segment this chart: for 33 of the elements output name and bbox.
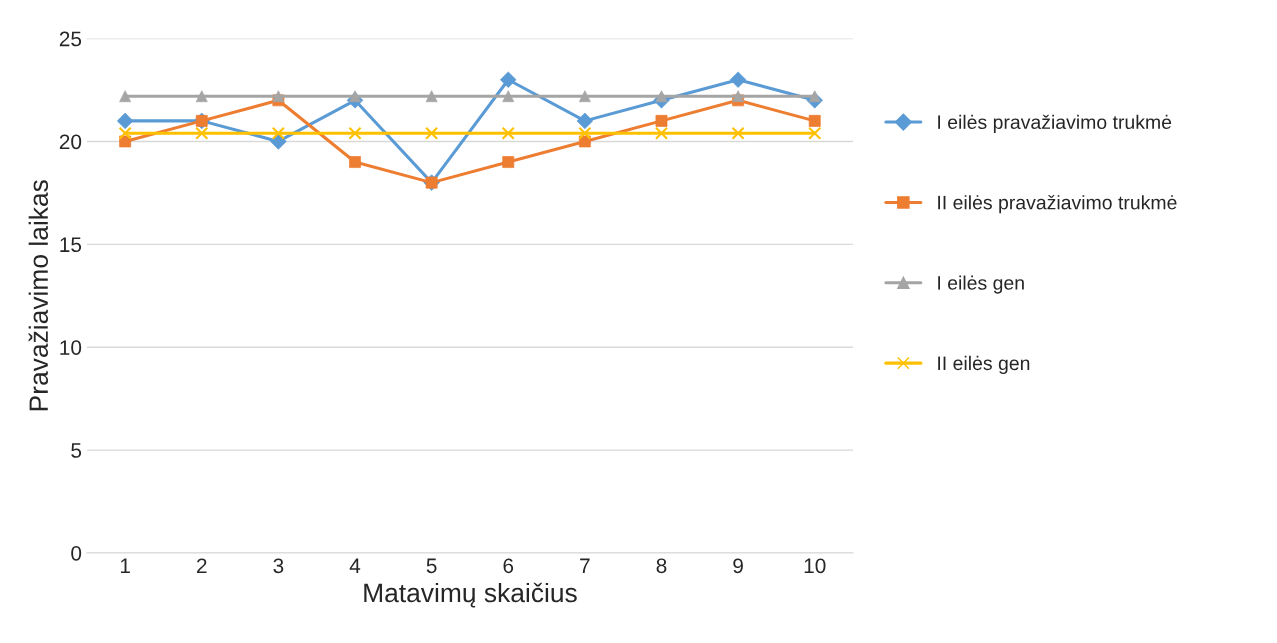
point <box>271 126 285 140</box>
legend-label: I eilės pravažiavimo trukmė <box>938 114 1172 133</box>
y-tick-label: 5 <box>71 443 82 458</box>
x-tick-label: 5 <box>426 558 437 574</box>
x-tick-label: 2 <box>197 558 207 573</box>
x-tick-label: 8 <box>656 558 667 574</box>
legend-label: II eilės gen <box>938 355 1030 374</box>
point <box>118 126 132 140</box>
y-tick-label: 0 <box>71 545 82 561</box>
y-axis-title: Pravažiavimo laikas <box>28 180 49 411</box>
point <box>425 126 439 140</box>
x-tick-label: 9 <box>733 558 743 574</box>
x-tick-label: 4 <box>349 558 361 573</box>
x-tick-label: 7 <box>580 558 590 573</box>
x-tick-label: 1 <box>120 558 130 573</box>
point <box>501 126 515 140</box>
x-tick-label: 10 <box>804 558 826 574</box>
legend-label: I eilės gen <box>938 275 1024 294</box>
y-tick-label: 10 <box>60 340 82 355</box>
x-tick-label: 3 <box>273 558 284 574</box>
point <box>731 126 745 140</box>
y-tick-label: 15 <box>60 237 82 253</box>
point <box>729 71 747 88</box>
legend-label: II eilės pravažiavimo trukmė <box>938 195 1177 214</box>
y-tick-label: 20 <box>59 134 82 150</box>
point <box>808 126 822 140</box>
point <box>195 126 209 140</box>
point <box>348 126 362 140</box>
point <box>654 126 669 140</box>
y-tick-label: 25 <box>59 31 82 47</box>
point <box>578 126 592 140</box>
x-axis-title: Matavimų skaičius <box>364 582 577 608</box>
x-tick-label: 6 <box>503 558 514 574</box>
